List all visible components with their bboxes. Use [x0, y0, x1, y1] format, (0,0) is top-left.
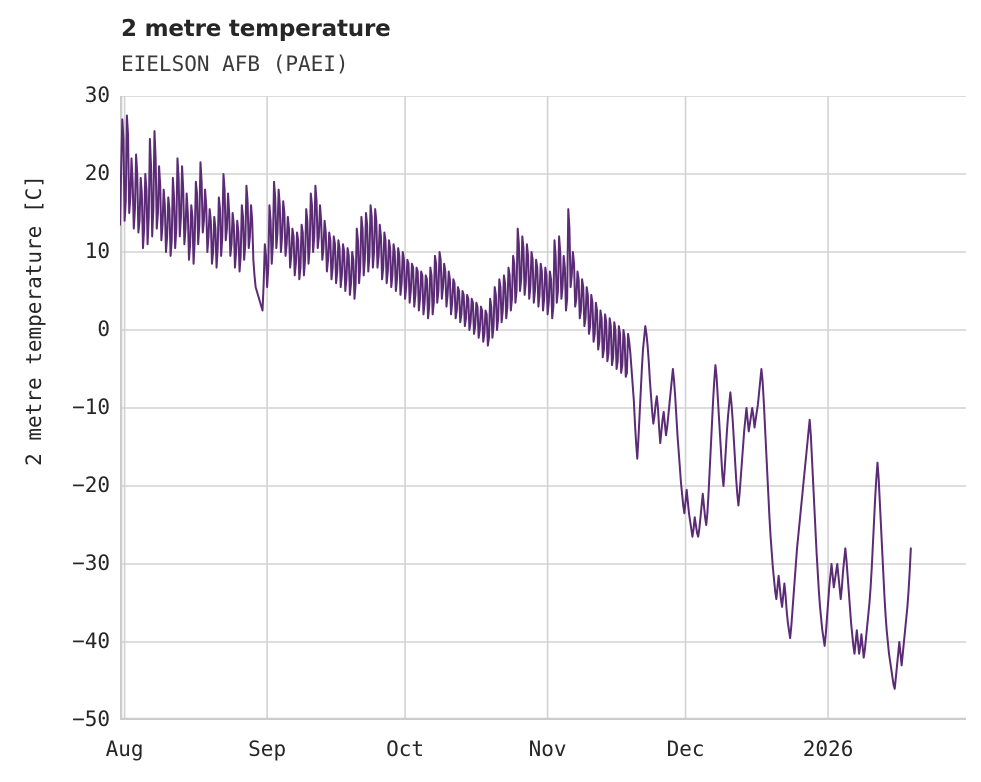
y-tick-label: −30	[72, 551, 110, 575]
x-tick-label: Aug	[105, 737, 144, 761]
y-tick-label: 10	[84, 239, 110, 263]
y-tick-label: −40	[72, 629, 110, 653]
y-tick-label: −50	[72, 707, 110, 731]
data-series-temperature	[120, 114, 912, 690]
page-title: 2 metre temperature	[121, 16, 391, 42]
x-tick-label: Oct	[386, 737, 425, 761]
y-tick-label: 0	[97, 317, 110, 341]
y-tick-label: 30	[84, 83, 110, 107]
temperature-line-segment	[120, 114, 912, 690]
y-tick-label: −10	[72, 395, 110, 419]
x-tick-label: Dec	[666, 737, 705, 761]
chart-subtitle: EIELSON AFB (PAEI)	[121, 52, 349, 76]
y-tick-label: 20	[84, 161, 110, 185]
x-tick-label: 2026	[802, 737, 854, 761]
y-tick-label: −20	[72, 473, 110, 497]
x-tick-label: Nov	[528, 737, 567, 761]
plot-area	[120, 96, 966, 720]
x-tick-label: Sep	[248, 737, 287, 761]
